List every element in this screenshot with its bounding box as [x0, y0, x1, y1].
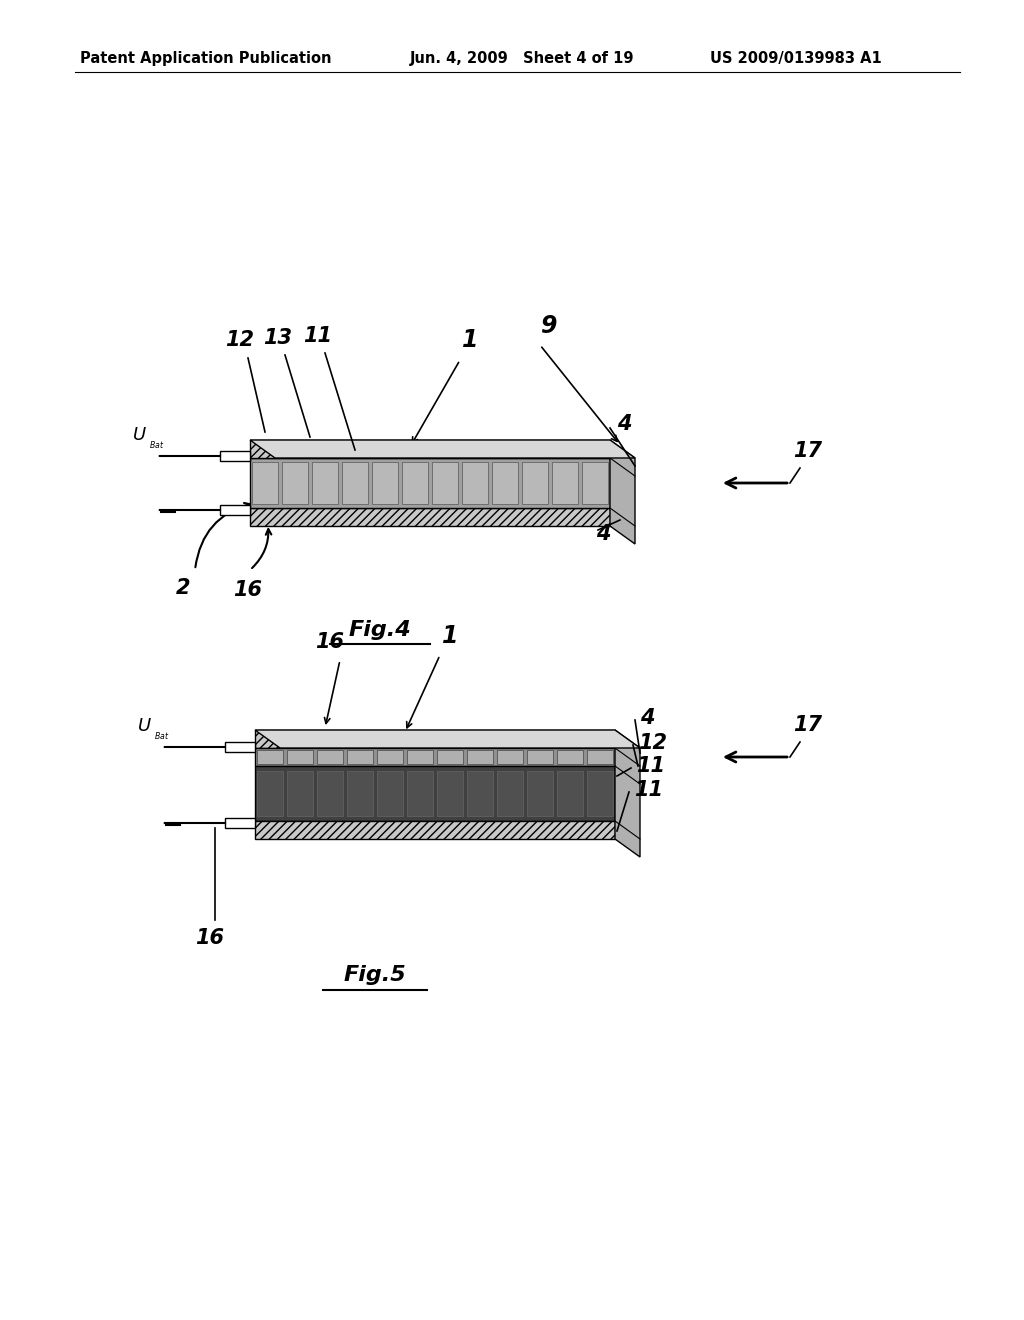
- Text: 13: 13: [263, 327, 293, 348]
- Text: 12: 12: [638, 733, 667, 752]
- Bar: [437, 771, 463, 816]
- Text: $U$: $U$: [132, 426, 147, 444]
- Bar: [377, 771, 403, 816]
- Bar: [432, 462, 458, 504]
- Text: $_{Bat}$: $_{Bat}$: [154, 730, 170, 743]
- Text: 11: 11: [303, 326, 333, 346]
- Bar: [347, 771, 373, 816]
- Bar: [255, 748, 615, 766]
- Text: $U$: $U$: [137, 717, 152, 735]
- Text: US 2009/0139983 A1: US 2009/0139983 A1: [710, 50, 882, 66]
- Text: 16: 16: [315, 632, 344, 652]
- Bar: [250, 458, 610, 508]
- Bar: [497, 750, 523, 764]
- Bar: [467, 750, 493, 764]
- Polygon shape: [610, 440, 635, 544]
- Bar: [225, 818, 255, 828]
- Bar: [220, 506, 250, 515]
- Text: 4: 4: [640, 708, 654, 729]
- Bar: [587, 771, 613, 816]
- Bar: [250, 440, 610, 458]
- Bar: [552, 462, 578, 504]
- Bar: [527, 750, 553, 764]
- Text: 1: 1: [441, 624, 459, 648]
- Bar: [255, 766, 615, 821]
- Text: 17: 17: [794, 715, 822, 735]
- Bar: [347, 750, 373, 764]
- Bar: [287, 771, 313, 816]
- Bar: [492, 462, 518, 504]
- Bar: [582, 462, 608, 504]
- Bar: [255, 730, 615, 748]
- Bar: [250, 508, 610, 525]
- Text: Patent Application Publication: Patent Application Publication: [80, 50, 332, 66]
- Bar: [522, 462, 548, 504]
- Bar: [257, 750, 283, 764]
- Bar: [317, 750, 343, 764]
- Text: Fig.4: Fig.4: [348, 620, 412, 640]
- Bar: [252, 462, 278, 504]
- Text: 11: 11: [634, 780, 663, 800]
- Text: 1: 1: [462, 327, 478, 352]
- Text: Jun. 4, 2009   Sheet 4 of 19: Jun. 4, 2009 Sheet 4 of 19: [410, 50, 635, 66]
- Bar: [342, 462, 368, 504]
- Text: 17: 17: [794, 441, 822, 461]
- Bar: [587, 750, 613, 764]
- Bar: [257, 771, 283, 816]
- Text: 16: 16: [233, 579, 262, 601]
- Bar: [312, 462, 338, 504]
- Bar: [220, 451, 250, 461]
- Bar: [407, 750, 433, 764]
- Bar: [282, 462, 308, 504]
- Text: 11: 11: [636, 756, 665, 776]
- Text: 4: 4: [596, 524, 610, 544]
- Bar: [462, 462, 488, 504]
- Bar: [467, 771, 493, 816]
- Text: 2: 2: [176, 578, 190, 598]
- Bar: [255, 821, 615, 840]
- Bar: [372, 462, 398, 504]
- Bar: [437, 750, 463, 764]
- Polygon shape: [615, 730, 640, 857]
- Bar: [557, 771, 583, 816]
- Bar: [527, 771, 553, 816]
- Bar: [287, 750, 313, 764]
- Polygon shape: [255, 730, 640, 748]
- Bar: [557, 750, 583, 764]
- Text: 9: 9: [540, 314, 556, 338]
- Text: $_{Bat}$: $_{Bat}$: [150, 440, 165, 451]
- Bar: [402, 462, 428, 504]
- Bar: [407, 771, 433, 816]
- Bar: [497, 771, 523, 816]
- Text: Fig.5: Fig.5: [344, 965, 407, 985]
- Text: 12: 12: [225, 330, 255, 350]
- Polygon shape: [250, 440, 635, 458]
- Bar: [317, 771, 343, 816]
- Bar: [225, 742, 255, 752]
- Text: 16: 16: [196, 928, 224, 948]
- Text: 4: 4: [617, 414, 632, 434]
- Bar: [377, 750, 403, 764]
